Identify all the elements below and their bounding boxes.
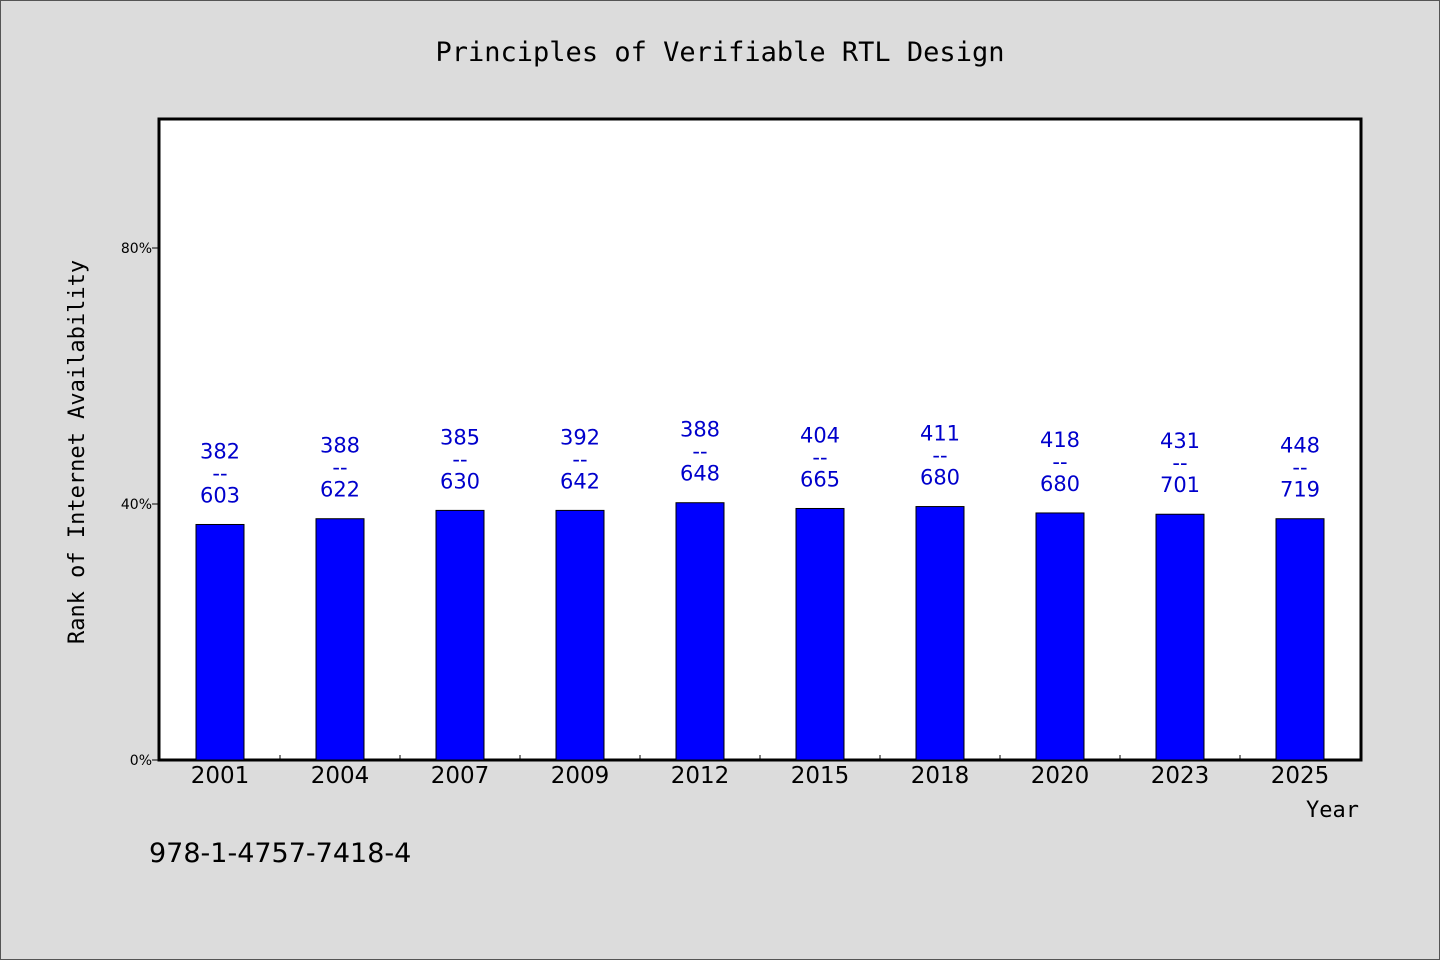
y-tick-label-0: 0%	[130, 753, 152, 769]
x-tick-label-2018: 2018	[911, 763, 970, 789]
data-label-sep-2020: --	[1052, 450, 1067, 474]
bar-2009	[555, 509, 605, 761]
data-label-top-2023: 431	[1160, 429, 1200, 453]
data-label-top-2018: 411	[920, 422, 960, 446]
x-tick-label-2001: 2001	[191, 763, 250, 789]
data-label-top-2007: 385	[440, 425, 480, 449]
data-label-top-2012: 388	[680, 418, 720, 442]
bar-2007	[435, 509, 485, 761]
data-label-bottom-2009: 642	[560, 469, 600, 493]
bar-2020	[1035, 512, 1085, 761]
data-label-bottom-2007: 630	[440, 469, 480, 493]
x-tick-label-2025: 2025	[1271, 763, 1330, 789]
x-tick-label-2012: 2012	[671, 763, 730, 789]
bar-2023	[1155, 513, 1205, 761]
x-axis-title: Year	[1306, 798, 1359, 823]
data-label-top-2001: 382	[200, 439, 240, 463]
data-label-top-2025: 448	[1280, 434, 1320, 458]
isbn-text: 978-1-4757-7418-4	[149, 838, 411, 869]
data-label-bottom-2020: 680	[1040, 472, 1080, 496]
y-tick-label-40: 40%	[121, 497, 152, 513]
bar-2004	[315, 518, 365, 761]
data-label-bottom-2001: 603	[200, 483, 240, 507]
data-labels: 382--603388--622385--630392--642388--648…	[200, 418, 1320, 508]
data-label-top-2004: 388	[320, 434, 360, 458]
y-tick-label-80: 80%	[121, 241, 152, 257]
data-label-top-2009: 392	[560, 425, 600, 449]
x-tick-label-2009: 2009	[551, 763, 610, 789]
chart-title: Principles of Verifiable RTL Design	[436, 37, 1005, 68]
data-label-sep-2015: --	[812, 445, 827, 469]
bar-2025	[1275, 518, 1325, 761]
x-tick-label-2015: 2015	[791, 763, 850, 789]
bar-2012	[675, 502, 725, 761]
data-label-bottom-2012: 648	[680, 462, 720, 486]
data-label-bottom-2023: 701	[1160, 473, 1200, 497]
data-label-sep-2023: --	[1172, 451, 1187, 475]
data-label-sep-2004: --	[332, 456, 347, 480]
data-label-sep-2009: --	[572, 447, 587, 471]
data-label-bottom-2004: 622	[320, 478, 360, 502]
data-label-sep-2007: --	[452, 447, 467, 471]
data-label-sep-2012: --	[692, 440, 707, 464]
data-label-bottom-2025: 719	[1280, 478, 1320, 502]
data-label-top-2020: 418	[1040, 428, 1080, 452]
x-tick-label-2020: 2020	[1031, 763, 1090, 789]
data-label-bottom-2018: 680	[920, 466, 960, 490]
data-label-sep-2018: --	[932, 444, 947, 468]
data-label-top-2015: 404	[800, 423, 840, 447]
data-label-sep-2025: --	[1292, 456, 1307, 480]
y-axis-title: Rank of Internet Availability	[65, 260, 90, 644]
x-tick-label-2007: 2007	[431, 763, 490, 789]
y-axis: 0% 40% 80%	[121, 241, 160, 769]
x-axis: 2001 2004 2007 2009 2012 2015 2018 2020 2023 2025	[191, 755, 1330, 789]
data-label-sep-2001: --	[212, 461, 227, 485]
bars	[195, 502, 1325, 761]
bar-2015	[795, 507, 845, 761]
bar-2018	[915, 506, 965, 761]
x-tick-label-2004: 2004	[311, 763, 370, 789]
data-label-bottom-2015: 665	[800, 467, 840, 491]
bar-2001	[195, 523, 245, 761]
x-tick-label-2023: 2023	[1151, 763, 1210, 789]
